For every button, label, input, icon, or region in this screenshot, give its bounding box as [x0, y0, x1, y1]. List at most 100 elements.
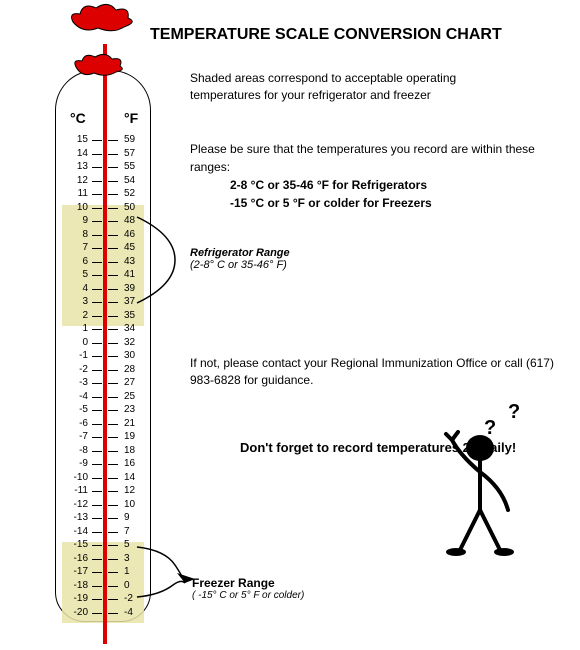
- tick: [108, 478, 118, 479]
- tick: [108, 370, 118, 371]
- fahrenheit-value: 10: [124, 499, 142, 510]
- scale-area: 1559145713551254115210509488467456435414…: [50, 134, 160, 614]
- celsius-value: -14: [70, 526, 88, 537]
- tick: [92, 518, 102, 519]
- scale-row: 10 50: [50, 202, 160, 216]
- scale-row: -14 7: [50, 526, 160, 540]
- tick: [92, 194, 102, 195]
- fahrenheit-value: 25: [124, 391, 142, 402]
- tick: [92, 356, 102, 357]
- tick: [92, 505, 102, 506]
- scale-row: -3 27: [50, 377, 160, 391]
- tick: [108, 343, 118, 344]
- page-title: TEMPERATURE SCALE CONVERSION CHART: [150, 26, 502, 44]
- tick: [92, 235, 102, 236]
- scale-row: -425: [50, 391, 160, 405]
- tick: [92, 613, 102, 614]
- fahrenheit-value: 27: [124, 377, 142, 388]
- scale-row: -228: [50, 364, 160, 378]
- celsius-value: 15: [70, 134, 88, 145]
- celsius-value: -9: [70, 458, 88, 469]
- freezer-label-sub: ( -15° C or 5° F or colder): [192, 590, 304, 601]
- tick: [108, 140, 118, 141]
- scale-row: 1254: [50, 175, 160, 189]
- celsius-value: -15: [70, 539, 88, 550]
- tick: [108, 464, 118, 465]
- scale-row: 13 55: [50, 161, 160, 175]
- tick: [92, 302, 102, 303]
- fahrenheit-value: 52: [124, 188, 142, 199]
- tick: [92, 545, 102, 546]
- tick: [108, 275, 118, 276]
- tick: [92, 208, 102, 209]
- tick: [108, 586, 118, 587]
- scale-row: -5 23: [50, 404, 160, 418]
- fahrenheit-value: 55: [124, 161, 142, 172]
- tick: [108, 329, 118, 330]
- page: TEMPERATURE SCALE CONVERSION CHART Shade…: [0, 0, 580, 650]
- scale-row: -6 21: [50, 418, 160, 432]
- tick: [92, 572, 102, 573]
- scale-row: -139: [50, 512, 160, 526]
- celsius-value: -11: [70, 485, 88, 496]
- scale-row: 134: [50, 323, 160, 337]
- tick: [92, 410, 102, 411]
- tick: [108, 572, 118, 573]
- tick: [108, 248, 118, 249]
- freezer-range-label: Freezer Range ( -15° C or 5° F or colder…: [192, 576, 304, 601]
- celsius-value: -7: [70, 431, 88, 442]
- fahrenheit-value: 35: [124, 310, 142, 321]
- celsius-value: 14: [70, 148, 88, 159]
- fahrenheit-value: 32: [124, 337, 142, 348]
- tick: [108, 532, 118, 533]
- refrig-label-sub: (2-8° C or 35-46° F): [190, 259, 290, 271]
- tick: [92, 559, 102, 560]
- tick: [108, 613, 118, 614]
- tick: [92, 154, 102, 155]
- celsius-value: -13: [70, 512, 88, 523]
- range-freezer: -15 °C or 5 °F or colder for Freezers: [230, 196, 432, 210]
- fahrenheit-value: 16: [124, 458, 142, 469]
- fahrenheit-value: 21: [124, 418, 142, 429]
- tick: [92, 140, 102, 141]
- tick: [108, 397, 118, 398]
- tick: [108, 491, 118, 492]
- refrig-callout: [135, 215, 195, 305]
- celsius-value: 0: [70, 337, 88, 348]
- fahrenheit-value: 23: [124, 404, 142, 415]
- celsius-value: 5: [70, 269, 88, 280]
- fahrenheit-value: 7: [124, 526, 142, 537]
- tick: [92, 275, 102, 276]
- celsius-value: -18: [70, 580, 88, 591]
- tick: [92, 248, 102, 249]
- fahrenheit-value: 59: [124, 134, 142, 145]
- celsius-value: 13: [70, 161, 88, 172]
- tick: [108, 181, 118, 182]
- celsius-value: -16: [70, 553, 88, 564]
- scale-row: 0 32: [50, 337, 160, 351]
- svg-text:?: ?: [484, 417, 496, 439]
- tick: [108, 167, 118, 168]
- tick: [92, 424, 102, 425]
- scale-row: 1457: [50, 148, 160, 162]
- celsius-value: -5: [70, 404, 88, 415]
- celsius-value: -6: [70, 418, 88, 429]
- range-refrig: 2-8 °C or 35-46 °F for Refrigerators: [230, 178, 427, 192]
- fahrenheit-value: 34: [124, 323, 142, 334]
- fahrenheit-value: 50: [124, 202, 142, 213]
- fahrenheit-value: 12: [124, 485, 142, 496]
- tick: [108, 356, 118, 357]
- scale-row: 1559: [50, 134, 160, 148]
- scale-row: 1152: [50, 188, 160, 202]
- tick: [108, 316, 118, 317]
- tick: [92, 532, 102, 533]
- range-block: Please be sure that the temperatures you…: [190, 140, 560, 212]
- celsius-value: 6: [70, 256, 88, 267]
- celsius-value: -3: [70, 377, 88, 388]
- tick: [92, 437, 102, 438]
- celsius-value: 10: [70, 202, 88, 213]
- celsius-value: -20: [70, 607, 88, 618]
- fahrenheit-value: 54: [124, 175, 142, 186]
- range-intro: Please be sure that the temperatures you…: [190, 142, 535, 174]
- fahrenheit-value: 18: [124, 445, 142, 456]
